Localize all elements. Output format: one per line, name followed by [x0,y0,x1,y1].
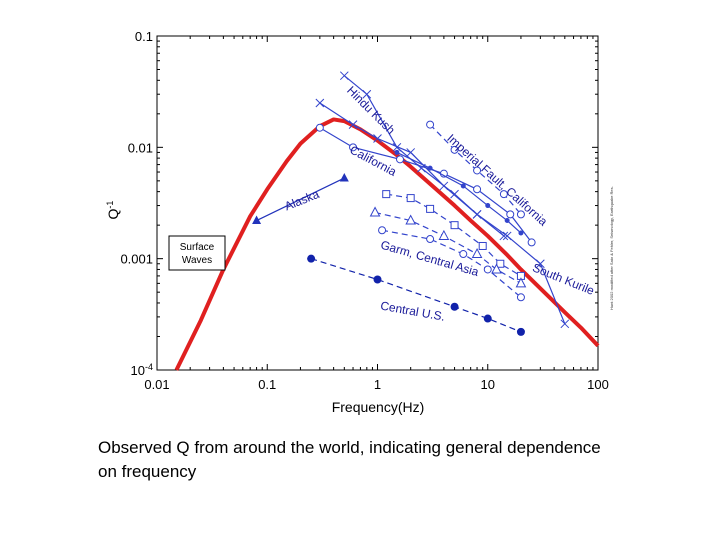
data-point [406,148,416,157]
x-tick-label: 0.1 [258,377,276,392]
x-tick-label: 100 [587,377,609,392]
data-point [496,259,505,268]
data-point [339,173,349,182]
series [369,206,527,288]
series-line [396,151,522,234]
region-label: Central U.S. [379,299,446,324]
series [315,98,509,241]
data-point [499,231,509,241]
data-point [438,229,450,240]
legend-line-2: Waves [182,255,212,266]
data-point [516,327,525,336]
data-point [471,247,483,259]
y-tick-label: 0.1 [135,29,153,44]
axis-ticks: 0.01 0.1 1 10 100 10-4 0.001 0.01 0.1 [120,29,608,392]
series [378,226,525,302]
data-point [515,277,527,288]
data-point [373,134,382,143]
legend-box: Surface Waves [168,235,226,271]
side-note: Hunt 2002 modified after Sato & Fehler, … [609,186,614,310]
y-axis-label: Q-1 [105,201,121,220]
data-point [382,190,391,199]
x-tick-label: 10 [481,377,495,392]
data-point [473,185,482,194]
data-point [460,183,466,189]
x-tick-label: 1 [374,377,381,392]
data-point [396,155,405,164]
data-point [535,259,545,269]
data-point [349,143,358,152]
data-point [348,120,358,129]
series [307,254,525,336]
series [252,173,349,225]
data-point [516,210,525,219]
data-point [450,221,459,230]
region-label: California [347,143,399,179]
data-point [491,263,502,274]
data-point [362,89,372,99]
data-point [315,98,325,108]
y-tick-label: 0.01 [128,140,153,155]
data-point [394,149,400,155]
data-point [483,314,492,323]
data-point [426,120,435,129]
series [426,120,525,219]
data-point [307,254,316,263]
data-point [427,165,433,171]
data-point [485,203,491,209]
data-point [478,241,487,250]
series [382,190,525,280]
region-label: Imperial Fault, California [444,131,550,229]
region-label: South Kurile [530,260,596,298]
series [339,71,570,329]
x-axis-label: Frequency(Hz) [332,399,425,415]
legend-line-1: Surface [180,242,215,253]
data-point [426,204,435,213]
series [315,123,536,247]
data-point [473,166,482,175]
data-point [406,194,415,203]
region-label: Alaska [283,187,322,214]
data-point [339,71,349,81]
data-point [369,206,381,217]
data-point [560,319,570,329]
data-point [450,302,459,311]
region-label: Hindu Kush [344,83,398,137]
data-point [502,231,512,241]
data-point [472,210,482,219]
data-point [450,145,459,154]
series-layer [252,71,570,336]
data-point [426,235,435,244]
data-point [439,181,449,191]
data-point [378,226,387,235]
data-point [483,265,492,274]
region-label: Garm, Central Asia [379,238,481,279]
data-point [527,238,536,247]
data-point [315,123,324,132]
data-point [506,210,515,219]
series-line [256,177,345,222]
q-frequency-chart: 0.01 0.1 1 10 100 10-4 0.001 0.01 0.1 Hindu Kush… [105,29,614,415]
x-tick-label: 0.01 [144,377,169,392]
data-point [373,275,382,284]
y-tick-label: 10-4 [131,362,153,378]
data-point [405,214,417,225]
slide-caption: Observed Q from around the world, indica… [98,438,601,481]
y-tick-label: 0.001 [120,252,153,267]
data-point [392,142,402,152]
data-point [504,218,510,224]
data-point [516,293,525,302]
series [394,149,524,236]
data-point [252,215,262,225]
data-point [499,190,508,199]
data-point [459,250,468,259]
data-point [518,230,524,236]
